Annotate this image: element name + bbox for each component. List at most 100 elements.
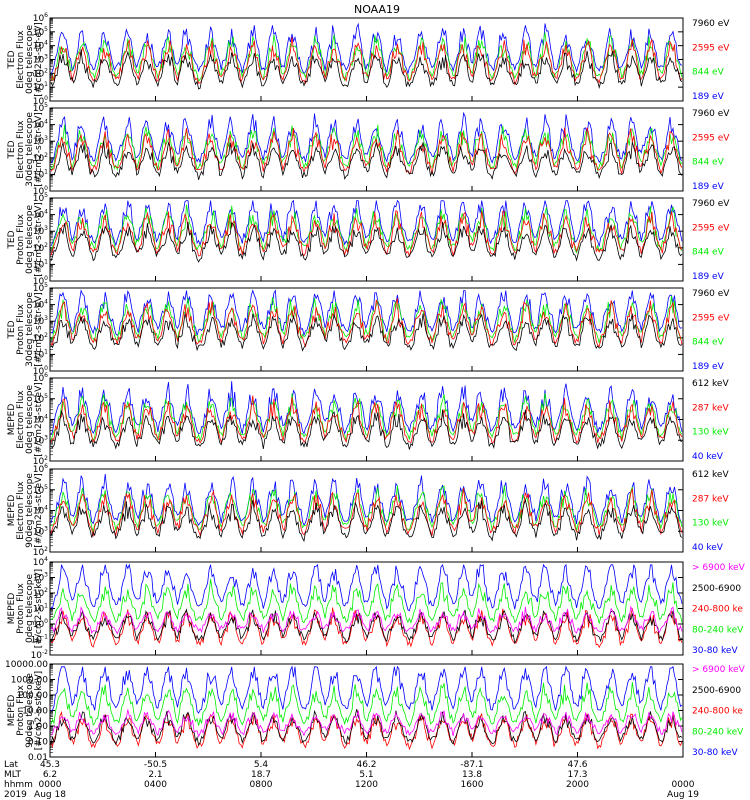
x-tick-label: 0800	[250, 780, 273, 790]
x-tick-label: 2.1	[148, 770, 162, 780]
legend-entry: 240-800 ke	[692, 605, 743, 615]
y-tick-label: 104	[33, 556, 48, 568]
x-tick-label: 46.2	[356, 760, 376, 770]
x-tick-label: 13.8	[462, 770, 482, 780]
y-axis-label: TEDProton Flux0deg telescope[#/cm2-s-str…	[7, 202, 44, 277]
series-line	[50, 37, 683, 86]
legend-entry: 7960 eV	[692, 109, 730, 119]
y-axis-label: TEDProton Flux30deg telescope[#/cm2-s-st…	[7, 292, 44, 367]
series-line	[50, 608, 683, 645]
y-axis-label: MEPEDElectron Flux0deg telescope[#/cm2-s…	[7, 382, 44, 457]
x-tick-label: Aug 18	[34, 790, 66, 800]
legend-entry: 844 eV	[692, 68, 725, 78]
series-line	[50, 141, 683, 181]
series-line	[50, 409, 683, 450]
y-tick-label: 10.00	[22, 707, 48, 717]
legend-entry: 612 keV	[692, 379, 729, 389]
series-line	[50, 487, 683, 537]
series-line	[50, 709, 683, 747]
series-line	[50, 111, 683, 164]
legend-entry: 240-800 ke	[692, 707, 743, 717]
x-tick-label: 0000	[672, 780, 695, 790]
legend-entry: 189 eV	[692, 182, 725, 192]
legend-entry: 2595 eV	[692, 133, 730, 143]
y-tick-label: 106	[33, 463, 48, 475]
y-axis-label: TEDElectron Flux0deg telescope[#/cm2-s-s…	[7, 22, 44, 97]
legend-entry: 40 keV	[692, 452, 724, 462]
series-line	[50, 607, 683, 649]
series-line	[50, 210, 683, 257]
legend-entry: 189 eV	[692, 92, 725, 102]
series-line	[50, 221, 683, 263]
legend-entry: 2500-6900	[692, 584, 741, 594]
legend-entry: 130 keV	[692, 428, 729, 438]
y-axis-label: TEDElectron Flux30deg telescope[#/cm2-s-…	[7, 112, 44, 187]
legend-entry: 7960 eV	[692, 289, 730, 299]
y-tick-label: 10000.00	[5, 660, 48, 670]
legend-entry: 287 keV	[692, 403, 729, 413]
y-tick-label: 1.00	[28, 722, 48, 732]
series-line	[50, 199, 683, 247]
x-tick-label: -87.1	[460, 760, 483, 770]
y-axis-label: MEPEDProton Flux90deg telescope[#/cm2-s-…	[7, 671, 44, 750]
x-tick-label: 5.4	[254, 760, 269, 770]
series-line	[50, 682, 683, 728]
x-row-label: MLT	[4, 770, 22, 780]
x-row-label: 2019	[4, 790, 27, 800]
legend-entry: 2595 eV	[692, 43, 730, 53]
legend-entry: 612 keV	[692, 470, 729, 480]
x-tick-label: 0000	[39, 780, 62, 790]
y-tick-label: 0.10	[28, 738, 48, 748]
series-line	[50, 563, 683, 612]
series-line	[50, 578, 683, 624]
legend-entry: 40 keV	[692, 543, 724, 553]
series-line	[50, 289, 683, 337]
legend-entry: 189 eV	[692, 362, 725, 372]
legend-entry: 287 keV	[692, 494, 729, 504]
plot-frame	[49, 287, 684, 372]
x-tick-label: 47.6	[567, 760, 587, 770]
x-tick-label: 45.3	[40, 760, 60, 770]
y-tick-label: 105	[33, 282, 48, 294]
x-tick-label: 1600	[461, 780, 484, 790]
x-tick-label: -50.5	[144, 760, 167, 770]
legend-entry: 30-80 keV	[692, 646, 738, 656]
series-line	[50, 709, 683, 738]
series-line	[50, 127, 683, 175]
legend-entry: 7960 eV	[692, 199, 730, 209]
series-line	[50, 124, 683, 172]
series-line	[50, 22, 683, 76]
legend-entry: 2595 eV	[692, 313, 730, 323]
x-row-label: Lat	[4, 760, 19, 770]
legend-entry: 80-240 keV	[692, 727, 744, 737]
legend-entry: 7960 eV	[692, 19, 730, 29]
x-tick-label: Aug 19	[667, 790, 699, 800]
x-tick-label: 18.7	[251, 770, 271, 780]
plot-frame	[49, 561, 684, 656]
series-line	[50, 49, 683, 90]
series-line	[50, 605, 683, 635]
legend-entry: > 6900 keV	[692, 665, 746, 675]
y-tick-label: 0.01	[28, 753, 48, 763]
series-line	[50, 381, 683, 436]
legend-entry: 844 eV	[692, 338, 725, 348]
series-line	[50, 295, 683, 344]
x-tick-label: 1200	[355, 780, 378, 790]
y-tick-label: 100.00	[17, 691, 49, 701]
series-line	[50, 474, 683, 527]
series-line	[50, 665, 683, 714]
legend-entry: 2500-6900	[692, 686, 741, 696]
y-tick-label: 1000.00	[11, 676, 48, 686]
series-line	[50, 393, 683, 442]
y-axis-label: MEPEDProton Flux0deg telescope[#/cm2-s-s…	[7, 569, 44, 648]
legend-entry: 189 eV	[692, 272, 725, 282]
figure-title: NOAA19	[354, 3, 400, 16]
y-tick-label: 106	[33, 372, 48, 384]
series-line	[50, 298, 683, 348]
